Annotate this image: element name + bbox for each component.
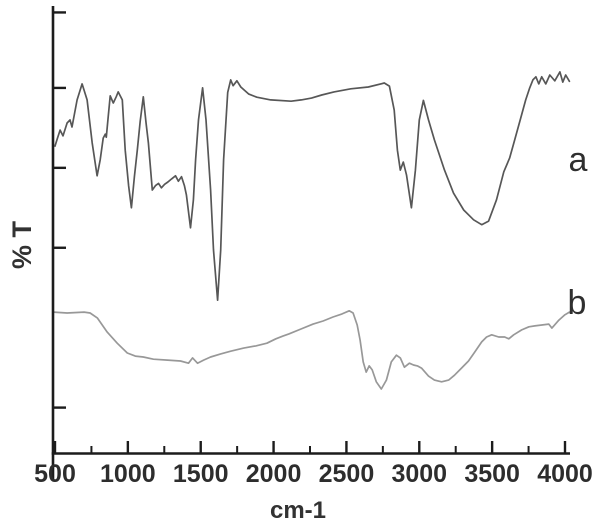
y-axis-title: % T [7,220,37,269]
spectrum-b-label: b [567,284,586,322]
x-axis-ticks [53,441,567,453]
x-axis-tick-labels: 500 1000 1500 2000 2500 3000 3500 4000 [34,460,593,488]
y-axis [51,6,66,480]
spectra-curves [52,71,571,390]
x-tick-label: 3000 [391,460,447,488]
spectrum-b-curve [52,309,571,390]
x-tick-label: 2500 [319,460,375,488]
x-axis-title: cm-1 [270,497,326,524]
x-tick-label: 1500 [173,460,229,488]
x-tick-label: 500 [34,460,76,488]
spectrum-a-label: a [569,141,588,179]
spectrum-a-curve [54,71,571,302]
y-axis-ticks [53,11,66,409]
x-axis: 500 1000 1500 2000 2500 3000 3500 4000 [34,441,593,488]
x-tick-label: 3500 [464,460,520,488]
x-tick-label: 2000 [246,460,302,488]
x-tick-label: 1000 [100,460,156,488]
x-tick-label: 4000 [537,460,593,488]
